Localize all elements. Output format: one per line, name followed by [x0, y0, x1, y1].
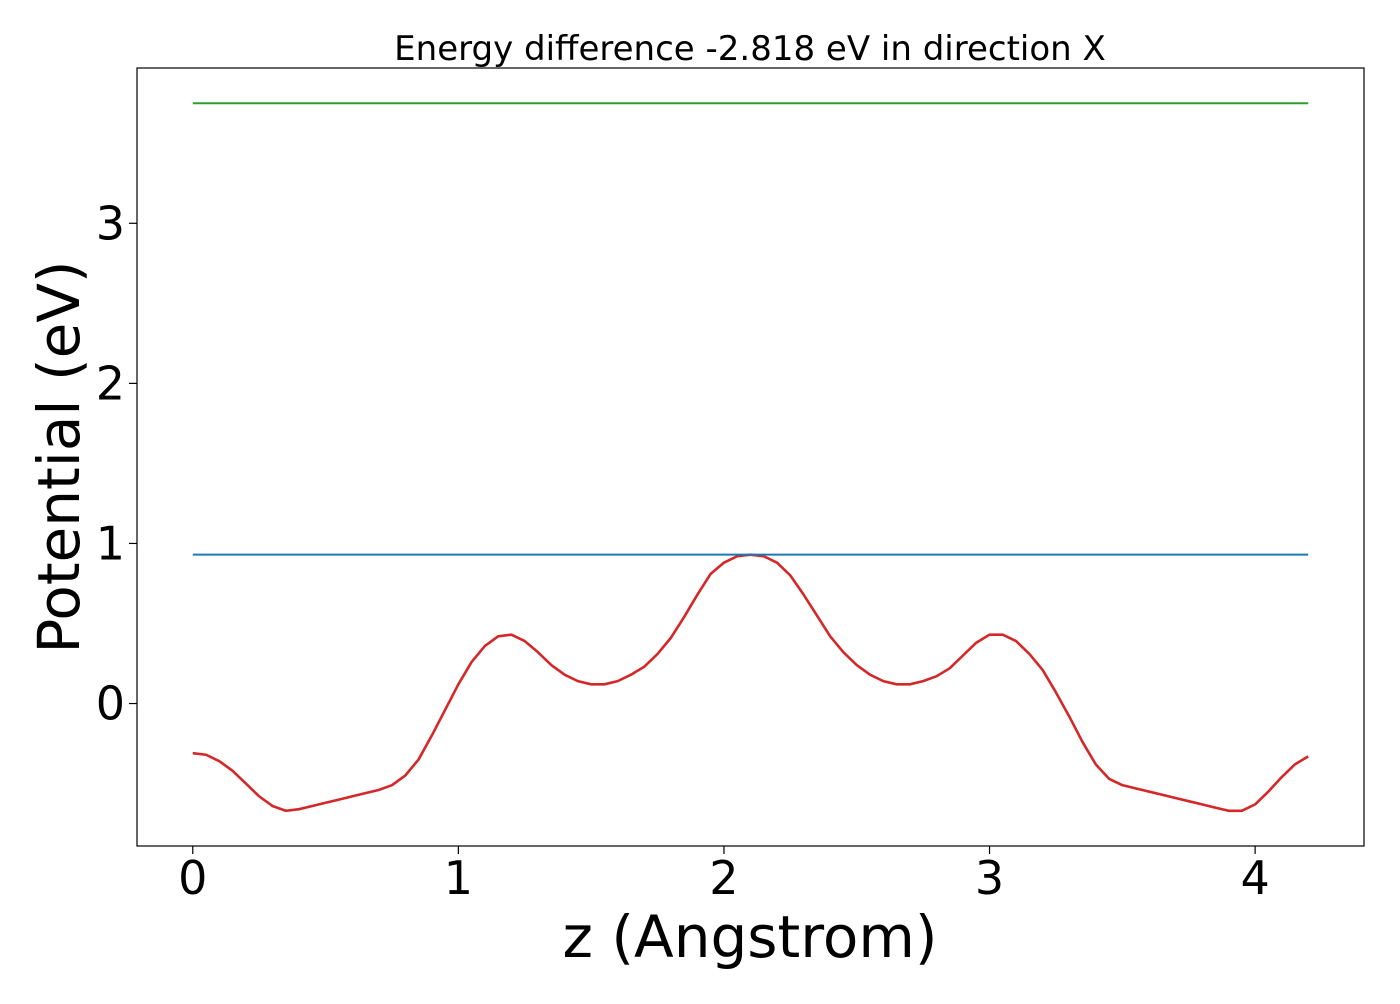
x-axis: 0 1 2 3 4: [178, 846, 1270, 905]
plot-frame: [136, 67, 1365, 847]
x-tick-label: 2: [709, 851, 738, 905]
x-tick-label: 3: [975, 851, 1004, 905]
y-tick-label: 0: [96, 677, 125, 731]
chart-title: Energy difference -2.818 eV in direction…: [394, 29, 1106, 69]
y-tick-label: 2: [96, 356, 125, 410]
y-tick-label: 1: [96, 516, 125, 570]
x-tick-label: 4: [1240, 851, 1269, 905]
y-axis-label: Potential (eV): [25, 260, 93, 653]
x-axis-label: z (Angstrom): [563, 903, 938, 971]
y-tick-label: 3: [96, 196, 125, 250]
series-line-1: [192, 553, 1309, 813]
y-axis: 0 1 2 3: [96, 196, 137, 731]
x-tick-label: 0: [178, 851, 207, 905]
x-tick-label: 1: [444, 851, 473, 905]
series-layer: [192, 102, 1309, 813]
